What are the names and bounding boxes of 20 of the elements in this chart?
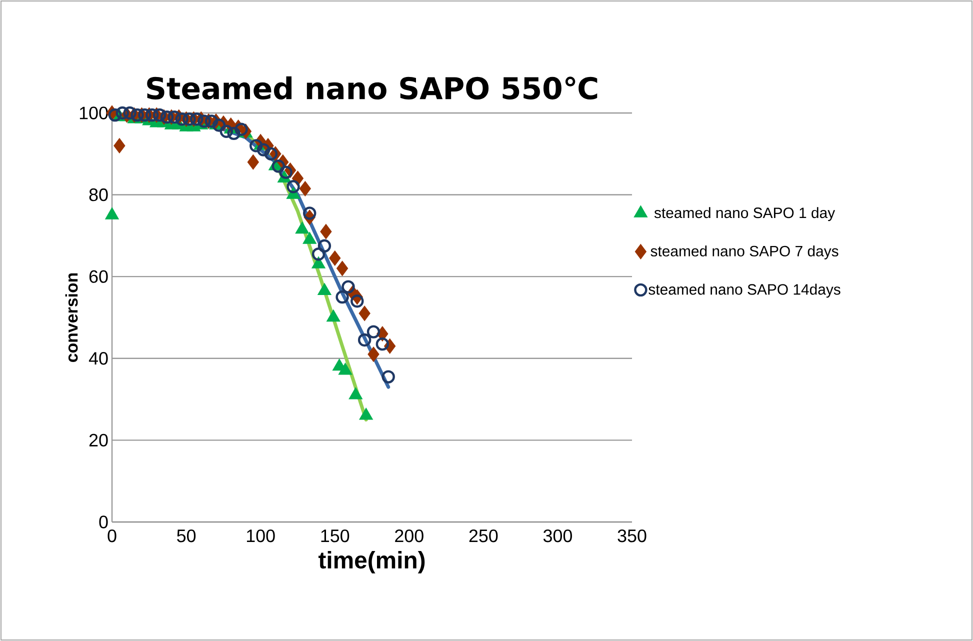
x-tick-label: 200 xyxy=(395,529,424,542)
x-tick-label: 50 xyxy=(177,529,196,542)
legend-label: steamed nano SAPO 7 days xyxy=(650,245,838,260)
y-axis-title: conversion xyxy=(65,273,78,362)
y-tick-label: 80 xyxy=(89,188,108,202)
x-tick-label: 300 xyxy=(543,529,572,542)
legend-label: steamed nano SAPO 14days xyxy=(648,284,840,298)
x-tick-label: 350 xyxy=(618,529,646,542)
legend-label: steamed nano SAPO 1 day xyxy=(654,207,836,222)
y-tick-label: 40 xyxy=(88,352,108,365)
chart-title: Steamed nano SAPO 550℃ xyxy=(147,76,598,100)
y-tick-label: 100 xyxy=(80,106,108,120)
x-tick-label: 250 xyxy=(469,529,498,542)
x-tick-label: 100 xyxy=(246,529,275,542)
y-tick-label: 60 xyxy=(89,270,108,283)
x-tick-label: 150 xyxy=(321,529,350,542)
y-tick-label: 20 xyxy=(89,434,108,447)
y-tick-label: 0 xyxy=(99,516,108,528)
x-tick-label: 0 xyxy=(108,529,116,542)
x-axis-title: time(min) xyxy=(318,551,425,574)
